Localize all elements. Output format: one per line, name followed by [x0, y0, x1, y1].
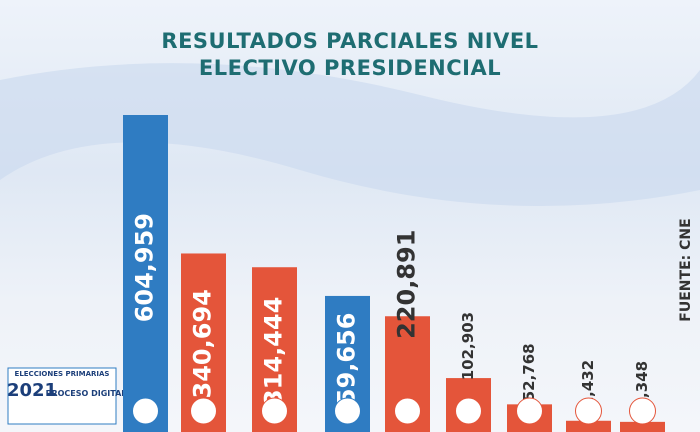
value-label: 220,891: [393, 230, 421, 339]
party-logo: [629, 397, 656, 425]
bar: [620, 421, 665, 432]
logo-line: PROCESO DIGITAL: [46, 389, 127, 398]
logo-year: 2021: [7, 380, 57, 401]
bar: [123, 115, 168, 432]
value-label: 52,768: [520, 343, 538, 401]
chart-title: RESULTADOS PARCIALES NIVEL ELECTIVO PRES…: [161, 29, 539, 80]
value-label: 102,903: [459, 312, 477, 380]
party-logo: [334, 397, 361, 425]
logo-box: [7, 367, 117, 425]
party-logo: [190, 397, 217, 425]
value-label: 314,444: [260, 297, 288, 406]
party-logo: [132, 397, 159, 425]
bar: [566, 420, 611, 432]
source: FUENTE: CNE: [678, 218, 694, 321]
party-logo: [394, 397, 421, 425]
logo-line: ELECCIONES PRIMARIAS: [15, 370, 110, 378]
party-logo: [455, 397, 482, 425]
party-logo: [516, 397, 543, 425]
value-label: 604,959: [131, 213, 159, 322]
party-logo: [261, 397, 288, 425]
party-logo: [575, 397, 602, 425]
value-label: 340,694: [189, 289, 217, 398]
flag-band: [0, 63, 700, 206]
